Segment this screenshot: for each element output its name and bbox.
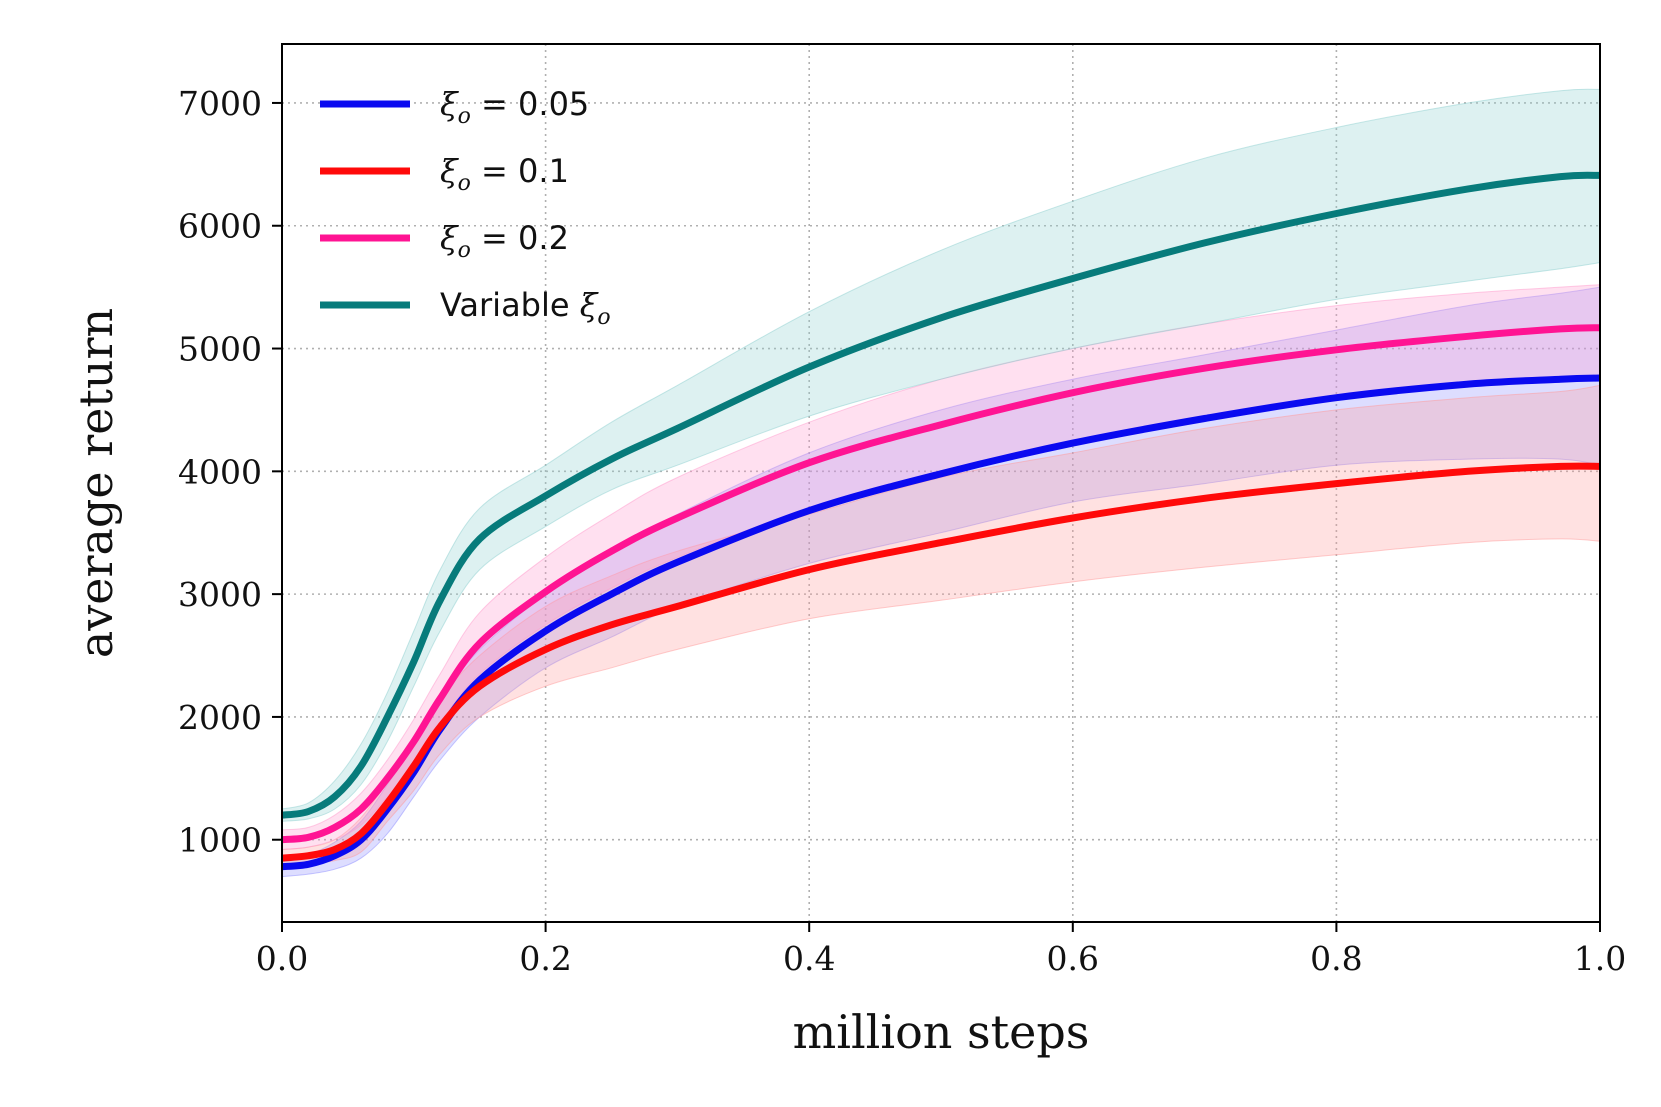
y-tick-label: 6000 (178, 207, 262, 246)
y-tick-label: 2000 (178, 698, 262, 737)
y-tick-label: 1000 (178, 821, 262, 860)
y-tick-label: 7000 (178, 84, 262, 123)
legend-label-3: Variable ξo (440, 286, 611, 330)
series-lines (281, 171, 1601, 871)
axis-ticks: 0.0 0.2 0.4 0.6 0.8 1.0 1000 2000 3000 4000 5000 60… (178, 84, 1626, 978)
legend-label-1: ξo = 0.1 (440, 152, 569, 196)
legend-label-2: ξo = 0.2 (440, 219, 569, 263)
plot-frame (281, 43, 1601, 923)
x-tick-label: 0.0 (256, 939, 308, 978)
x-axis-title: million steps (793, 1005, 1090, 1059)
x-tick-label: 0.8 (1310, 939, 1362, 978)
y-tick-label: 4000 (178, 452, 262, 491)
line-series-2 (281, 324, 1601, 844)
legend: ξo = 0.05 ξo = 0.1 ξo = 0.2 Variable ξo (320, 85, 611, 330)
y-axis-title: average return (69, 308, 123, 658)
x-tick-label: 1.0 (1574, 939, 1626, 978)
line-series-0 (281, 374, 1601, 871)
line-series-3 (281, 171, 1601, 819)
legend-label-0: ξo = 0.05 (440, 85, 589, 129)
x-tick-label: 0.4 (783, 939, 835, 978)
y-tick-label: 5000 (178, 330, 262, 369)
y-tick-label: 3000 (178, 575, 262, 614)
line-series-1 (281, 462, 1601, 862)
x-tick-label: 0.2 (519, 939, 571, 978)
x-tick-label: 0.6 (1047, 939, 1099, 978)
